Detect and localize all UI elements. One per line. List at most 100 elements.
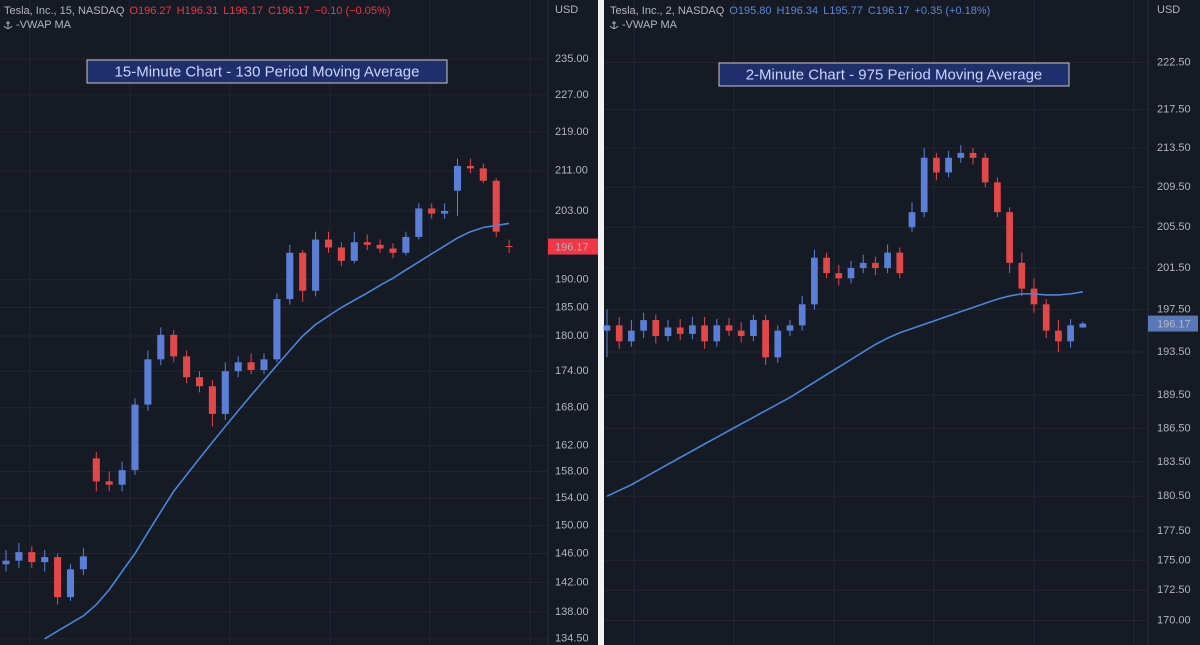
y-tick-label: 146.00 xyxy=(555,547,589,559)
last-price-label: 196.17 xyxy=(555,241,589,253)
last-price-label: 196.17 xyxy=(1157,318,1191,330)
candle-body xyxy=(389,248,397,253)
candle-body xyxy=(453,165,462,191)
candle-body xyxy=(774,330,782,358)
candle-body xyxy=(1079,323,1087,328)
y-tick-label: 180.50 xyxy=(1157,490,1191,502)
candle-body xyxy=(823,257,830,274)
candle-body xyxy=(157,334,165,360)
candle-body xyxy=(725,325,733,331)
y-tick-label: 180.00 xyxy=(555,330,589,342)
candle-body xyxy=(847,267,855,279)
candle-body xyxy=(969,152,977,158)
candle-body xyxy=(492,180,500,232)
candle-body xyxy=(859,262,867,268)
y-tick-label: 203.00 xyxy=(555,205,589,217)
candle-body xyxy=(337,247,345,261)
candle-body xyxy=(811,257,818,305)
ohlc-value: H196.31 xyxy=(177,5,219,17)
currency-label: USD xyxy=(1157,4,1180,16)
candle-body xyxy=(908,212,916,228)
candle-body xyxy=(786,325,794,331)
y-tick-label: 201.50 xyxy=(1157,262,1191,274)
y-tick-label: 197.50 xyxy=(1157,303,1191,315)
candle-body xyxy=(402,236,410,253)
symbol-name: Tesla, Inc., 15, NASDAQ xyxy=(4,5,125,17)
y-tick-label: 219.00 xyxy=(555,126,589,138)
last-price-marker xyxy=(1148,315,1198,332)
y-tick-label: 193.50 xyxy=(1157,346,1191,358)
candle-body xyxy=(66,569,75,598)
candle-body xyxy=(713,325,721,342)
legend-entry: -VWAP MA xyxy=(622,19,678,31)
y-tick-label: 222.50 xyxy=(1157,56,1191,68)
currency-label: USD xyxy=(555,4,578,16)
ohlc-value: O196.27 xyxy=(129,5,171,17)
ohlc-value: +0.35 (+0.18%) xyxy=(914,5,990,17)
candle-body xyxy=(273,299,281,360)
candle-body xyxy=(664,327,672,336)
candle-body xyxy=(1018,262,1026,289)
candle-body xyxy=(286,252,294,300)
y-tick-label: 183.50 xyxy=(1157,456,1191,468)
anchor-icon xyxy=(3,21,13,29)
candle-body xyxy=(441,211,449,214)
candle-body xyxy=(415,208,423,237)
candle-body xyxy=(835,273,843,279)
candle-body xyxy=(131,404,139,471)
candle-body xyxy=(701,325,708,342)
y-tick-label: 170.00 xyxy=(1157,614,1191,626)
moving-average-line xyxy=(606,290,1083,497)
y-tick-label: 174.00 xyxy=(555,365,589,377)
y-tick-label: 211.00 xyxy=(555,165,588,177)
candle-body xyxy=(640,320,647,331)
y-tick-label: 134.50 xyxy=(555,633,589,645)
y-tick-label: 172.50 xyxy=(1157,584,1191,596)
annotation-box xyxy=(86,59,448,84)
candle-body xyxy=(28,552,36,563)
candle-body xyxy=(118,470,126,485)
anchor-icon xyxy=(609,21,619,29)
y-tick-label: 162.00 xyxy=(555,439,589,451)
candle-body xyxy=(144,359,152,405)
candle-body xyxy=(195,377,204,387)
y-tick-label: 235.00 xyxy=(555,53,589,65)
y-tick-label: 189.50 xyxy=(1157,389,1191,401)
candle-body xyxy=(299,252,307,291)
chart-panel: 222.50 217.50 213.50 209.50 205.50 201.50 197.… xyxy=(603,0,1198,645)
candle-body xyxy=(312,239,320,291)
y-tick-label: 190.00 xyxy=(555,274,589,286)
ohlc-value: C196.17 xyxy=(868,5,910,17)
candle-body xyxy=(1030,288,1038,305)
y-tick-label: 213.50 xyxy=(1157,142,1191,154)
y-tick-label: 217.50 xyxy=(1157,103,1191,115)
candle-body xyxy=(92,458,100,482)
candle-body xyxy=(945,157,952,173)
candle-body xyxy=(957,152,965,158)
candle-body xyxy=(652,320,660,336)
y-tick-label: 177.50 xyxy=(1157,525,1191,537)
candle-body xyxy=(676,327,684,334)
ohlc-value: L195.77 xyxy=(823,5,863,17)
symbol-name: Tesla, Inc., 2, NASDAQ xyxy=(610,5,725,17)
panel-divider xyxy=(598,0,604,645)
ohlc-value: L196.17 xyxy=(223,5,263,17)
ohlc-value: O195.80 xyxy=(729,5,771,17)
candle-body xyxy=(750,320,757,336)
candle-body xyxy=(247,362,255,371)
candle-body xyxy=(884,252,891,268)
ohlc-value: −0.10 (−0.05%) xyxy=(315,5,391,17)
candle-body xyxy=(872,262,879,268)
candle-body xyxy=(920,157,928,213)
symbol-header: Tesla, Inc., 2, NASDAQ O195.80 H196.34 L195… xyxy=(610,5,990,17)
candle-body xyxy=(615,325,623,342)
candle-body xyxy=(689,325,696,334)
candle-body xyxy=(324,239,333,248)
y-tick-label: 185.00 xyxy=(555,301,589,313)
candle-body xyxy=(628,330,635,342)
legend-entry: -VWAP MA xyxy=(16,19,72,31)
candle-body xyxy=(2,560,10,565)
y-tick-label: 209.50 xyxy=(1157,181,1191,193)
